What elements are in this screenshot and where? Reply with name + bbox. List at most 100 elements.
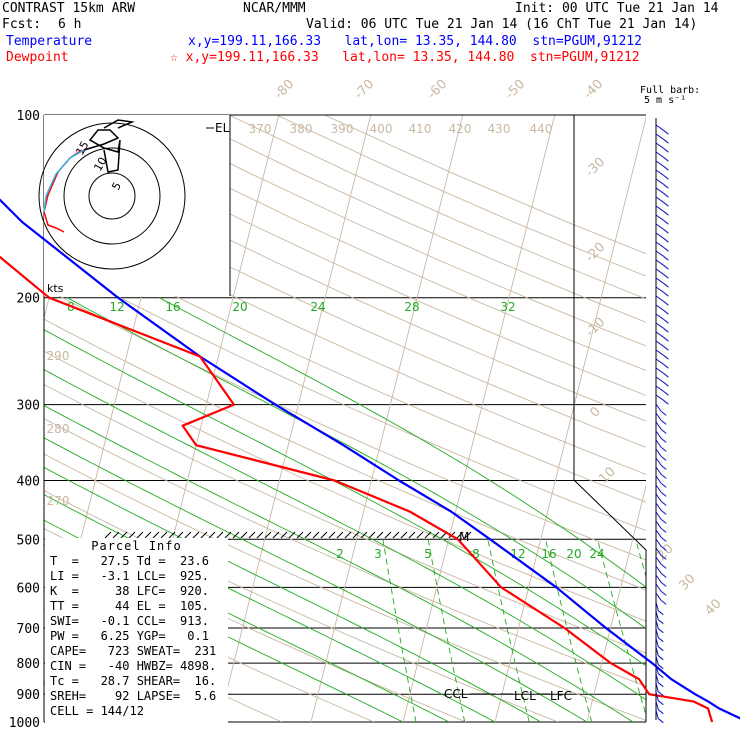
wind-barb	[655, 133, 664, 140]
wind-barb-flag	[663, 255, 669, 261]
dry-adiabat-line	[44, 143, 646, 422]
wind-barb	[655, 583, 662, 592]
wind-barbs	[655, 118, 669, 724]
wind-barb	[655, 232, 664, 239]
wind-barb	[655, 349, 664, 356]
wind-barb	[655, 322, 664, 329]
pressure-tick-label: 400	[17, 474, 40, 489]
hodograph-background	[44, 115, 230, 296]
wind-barb	[655, 646, 659, 656]
wind-barb	[655, 448, 662, 457]
dry-adiabat-line	[44, 171, 646, 448]
lcl-label: LCL	[514, 689, 536, 703]
wind-barb-flag	[663, 183, 669, 189]
dry-adiabat-label: 410	[409, 122, 432, 136]
wind-barb	[655, 295, 664, 302]
wind-barb-flag	[663, 336, 669, 342]
wind-barb	[655, 628, 659, 638]
wind-barb-flag	[663, 273, 669, 279]
wind-barb	[655, 151, 664, 158]
wind-barb-flag	[663, 165, 669, 171]
wind-barb-flag	[660, 501, 667, 506]
wind-barb	[655, 376, 664, 383]
pressure-tick-label: 700	[17, 622, 40, 637]
pressure-tick-label: 100	[17, 109, 40, 124]
wind-barb	[655, 619, 659, 629]
dry-adiabat-line	[44, 227, 646, 503]
wind-barb	[655, 421, 662, 430]
wind-barb-flag	[657, 655, 664, 661]
wind-barb-flag	[657, 637, 664, 643]
freezing-hatch	[336, 531, 344, 539]
mixing-ratio-label: 5	[424, 547, 432, 561]
wind-barb-flag	[660, 420, 667, 425]
wind-barb	[655, 709, 659, 719]
wind-barb	[655, 385, 664, 392]
wind-barb	[655, 511, 662, 520]
freezing-hatch	[248, 531, 256, 539]
isotherm-label: -20	[583, 240, 609, 266]
parcel-info-row: PW = 6.25 YGP= 0.1	[50, 629, 209, 643]
wind-barb	[655, 601, 659, 611]
dry-adiabat-label: 280	[47, 422, 70, 436]
moist-adiabat-label: 20	[232, 300, 247, 314]
dry-adiabat-line	[44, 350, 646, 622]
freezing-hatch	[400, 531, 408, 539]
wind-barb-flag	[657, 709, 664, 715]
dry-adiabat-label: 420	[449, 122, 472, 136]
temperature-profile	[0, 198, 740, 720]
dry-adiabat-line	[44, 318, 646, 591]
isotherm-line	[0, 115, 3, 722]
wind-barb	[655, 412, 662, 421]
wind-barb	[655, 538, 662, 547]
freezing-hatch	[320, 531, 328, 539]
dry-adiabat-label: 380	[290, 122, 313, 136]
barb-legend-units: 5 m s⁻¹	[644, 95, 687, 106]
freezing-hatch	[240, 531, 248, 539]
wind-barb	[655, 187, 664, 194]
init-time: Init: 00 UTC Tue 21 Jan 14	[515, 1, 719, 16]
wind-barb-flag	[657, 619, 664, 625]
isotherm-line	[310, 115, 464, 722]
wind-barb	[655, 637, 659, 647]
freezing-hatch	[296, 531, 304, 539]
freezing-hatch	[376, 531, 384, 539]
moist-adiabat-line	[44, 437, 588, 722]
wind-barb-flag	[663, 210, 669, 216]
wind-barb	[655, 502, 662, 511]
wind-barb-flag	[660, 573, 667, 578]
freezing-hatch	[312, 531, 320, 539]
moist-adiabat-line	[44, 329, 646, 667]
wind-barb	[655, 277, 664, 284]
freezing-hatch	[136, 531, 144, 539]
freezing-hatch	[352, 531, 360, 539]
freezing-hatch	[128, 531, 136, 539]
freezing-hatch	[176, 531, 184, 539]
wind-barb-flag	[660, 492, 667, 497]
hodograph-ring	[63, 147, 161, 245]
moist-adiabat-label: 12	[109, 300, 124, 314]
wind-barb-flag	[660, 474, 667, 479]
freezing-hatch	[152, 531, 160, 539]
mixing-ratio-line	[545, 539, 593, 722]
wind-barb-flag	[657, 646, 664, 652]
mixing-ratio-label: 2	[336, 547, 344, 561]
mixing-ratio-label: 16	[541, 547, 556, 561]
parcel-info-row: K = 38 LFC= 920.	[50, 584, 209, 598]
wind-barb	[655, 484, 662, 493]
dry-adiabat-label: 400	[370, 122, 393, 136]
isotherm-label: 20	[654, 541, 676, 563]
isotherm-label: 0	[587, 404, 603, 420]
dry-adiabat-line	[44, 453, 646, 721]
dry-adiabat-line	[44, 257, 646, 532]
wind-barb	[655, 241, 664, 248]
wind-barb-flag	[663, 372, 669, 378]
dewpoint-location: ☆ x,y=199.11,166.33 lat,lon= 13.35, 144.…	[170, 50, 640, 65]
mixing-ratio-label: 20	[566, 547, 581, 561]
ccl-label: CCL	[444, 687, 468, 701]
mixing-ratio-label: 8	[472, 547, 480, 561]
freezing-hatch	[168, 531, 176, 539]
mixing-ratio-label: 3	[374, 547, 382, 561]
wind-barb-flag	[663, 300, 669, 306]
wind-barb-flag	[657, 691, 664, 697]
